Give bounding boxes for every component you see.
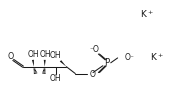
Text: P: P	[104, 58, 109, 67]
Polygon shape	[32, 60, 34, 67]
Text: OH: OH	[40, 50, 52, 58]
Text: O: O	[90, 70, 96, 79]
Text: O⁻: O⁻	[124, 53, 134, 62]
Text: O: O	[7, 53, 13, 61]
Text: ⁻O: ⁻O	[89, 45, 99, 54]
Text: K$^+$: K$^+$	[140, 8, 154, 20]
Text: OH: OH	[50, 74, 61, 83]
Text: OH: OH	[50, 52, 61, 60]
Polygon shape	[44, 60, 46, 67]
Text: OH: OH	[28, 50, 40, 58]
Text: K$^+$: K$^+$	[150, 51, 164, 63]
Polygon shape	[60, 60, 66, 67]
